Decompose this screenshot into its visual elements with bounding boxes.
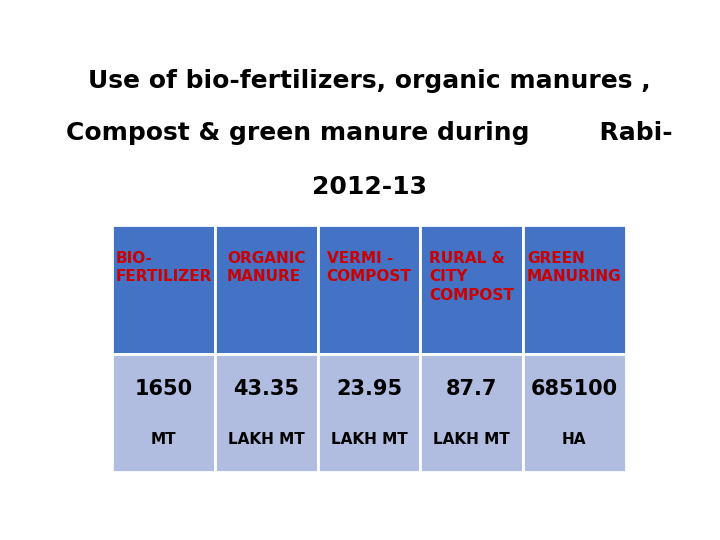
Bar — [523, 354, 626, 472]
Text: 43.35: 43.35 — [233, 379, 300, 399]
Bar — [215, 354, 318, 472]
Text: 87.7: 87.7 — [446, 379, 498, 399]
Text: 1650: 1650 — [135, 379, 193, 399]
Bar — [112, 225, 215, 354]
Text: ORGANIC
MANURE: ORGANIC MANURE — [227, 251, 305, 284]
Text: 685100: 685100 — [531, 379, 618, 399]
Text: GREEN
MANURING: GREEN MANURING — [527, 251, 621, 284]
Text: HA: HA — [562, 431, 587, 447]
Bar — [112, 354, 215, 472]
Bar — [318, 354, 420, 472]
Text: LAKH MT: LAKH MT — [228, 431, 305, 447]
Text: Use of bio-fertilizers, organic manures ,: Use of bio-fertilizers, organic manures … — [88, 69, 650, 93]
Text: BIO-
FERTILIZER: BIO- FERTILIZER — [115, 251, 212, 284]
Bar — [318, 225, 420, 354]
Text: 23.95: 23.95 — [336, 379, 402, 399]
Bar — [215, 225, 318, 354]
Text: RURAL &
CITY
COMPOST: RURAL & CITY COMPOST — [429, 251, 514, 303]
Bar — [420, 225, 523, 354]
Text: LAKH MT: LAKH MT — [330, 431, 408, 447]
Text: VERMI -
COMPOST: VERMI - COMPOST — [327, 251, 411, 284]
Text: MT: MT — [151, 431, 176, 447]
Text: 2012-13: 2012-13 — [312, 175, 426, 199]
Bar — [420, 354, 523, 472]
Text: LAKH MT: LAKH MT — [433, 431, 510, 447]
Bar — [523, 225, 626, 354]
Text: Compost & green manure during        Rabi-: Compost & green manure during Rabi- — [66, 121, 672, 145]
